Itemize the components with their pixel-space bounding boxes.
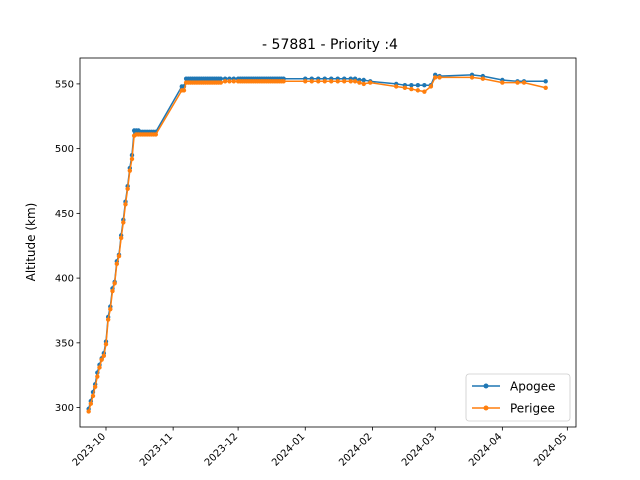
perigee-point bbox=[352, 79, 358, 84]
chart-title: - 57881 - Priority :4 bbox=[262, 37, 398, 53]
apogee-legend-label: Apogee bbox=[510, 380, 556, 394]
perigee-point bbox=[118, 235, 124, 241]
perigee-point bbox=[402, 85, 408, 90]
perigee-point bbox=[92, 384, 98, 390]
perigee-point bbox=[361, 81, 366, 87]
perigee-point bbox=[368, 80, 373, 85]
apogee-point bbox=[218, 76, 223, 81]
y-tick-label: 450 bbox=[55, 209, 74, 220]
perigee-point bbox=[437, 75, 442, 80]
perigee-point bbox=[303, 79, 308, 84]
apogee-point bbox=[361, 77, 366, 83]
perigee-point bbox=[348, 79, 353, 84]
perigee-legend-marker bbox=[483, 405, 489, 411]
perigee-point bbox=[86, 409, 91, 414]
perigee-point bbox=[357, 80, 362, 85]
perigee-point bbox=[123, 202, 128, 207]
perigee-point bbox=[108, 306, 113, 312]
y-tick-label: 300 bbox=[55, 403, 74, 414]
perigee-point bbox=[227, 79, 232, 84]
perigee-point bbox=[422, 89, 427, 94]
apogee-point bbox=[409, 82, 414, 88]
perigee-series bbox=[86, 75, 548, 414]
y-tick-label: 550 bbox=[55, 79, 74, 90]
perigee-point bbox=[99, 357, 104, 362]
perigee-point bbox=[515, 80, 520, 85]
perigee-point bbox=[90, 393, 96, 399]
apogee-point bbox=[422, 82, 427, 88]
y-tick-label: 400 bbox=[55, 274, 74, 285]
perigee-point bbox=[181, 88, 187, 93]
perigee-point bbox=[433, 75, 438, 80]
plot-frame bbox=[79, 57, 577, 428]
perigee-point bbox=[409, 86, 414, 92]
perigee-point bbox=[335, 79, 340, 84]
perigee-point bbox=[543, 85, 548, 90]
perigee-point bbox=[129, 156, 135, 162]
perigee-point bbox=[329, 79, 334, 84]
perigee-point bbox=[116, 253, 122, 259]
apogee-point bbox=[415, 82, 421, 88]
y-tick-label: 500 bbox=[55, 144, 74, 155]
perigee-point bbox=[316, 79, 321, 84]
perigee-point bbox=[281, 79, 286, 84]
perigee-point bbox=[112, 281, 117, 286]
perigee-point bbox=[110, 288, 115, 294]
perigee-point bbox=[95, 374, 100, 379]
perigee-legend-label: Perigee bbox=[510, 402, 555, 416]
perigee-point bbox=[103, 341, 109, 347]
perigee-point bbox=[97, 365, 102, 370]
perigee-point bbox=[127, 168, 133, 173]
perigee-point bbox=[218, 80, 223, 85]
perigee-point bbox=[469, 75, 475, 80]
legend: Apogee Perigee bbox=[465, 373, 571, 422]
perigee-point bbox=[222, 79, 228, 84]
perigee-point bbox=[114, 261, 120, 267]
perigee-point bbox=[125, 186, 130, 191]
perigee-point bbox=[88, 401, 94, 406]
series-layer bbox=[86, 72, 548, 414]
perigee-point bbox=[101, 353, 107, 358]
perigee-point bbox=[480, 76, 486, 81]
apogee-point bbox=[543, 79, 548, 84]
perigee-point bbox=[105, 317, 111, 322]
perigee-point bbox=[153, 132, 159, 137]
perigee-point bbox=[121, 220, 126, 225]
perigee-point bbox=[521, 80, 527, 85]
perigee-point bbox=[309, 79, 314, 84]
y-tick-label: 350 bbox=[55, 338, 74, 349]
perigee-point bbox=[500, 80, 505, 85]
apogee-legend-marker bbox=[483, 383, 489, 389]
perigee-point bbox=[342, 79, 347, 84]
perigee-point bbox=[394, 84, 399, 89]
perigee-point bbox=[322, 79, 327, 84]
perigee-point bbox=[428, 84, 434, 89]
perigee-point bbox=[231, 79, 236, 84]
y-axis-label: Altitude (km) bbox=[24, 203, 38, 282]
perigee-point bbox=[415, 88, 421, 93]
